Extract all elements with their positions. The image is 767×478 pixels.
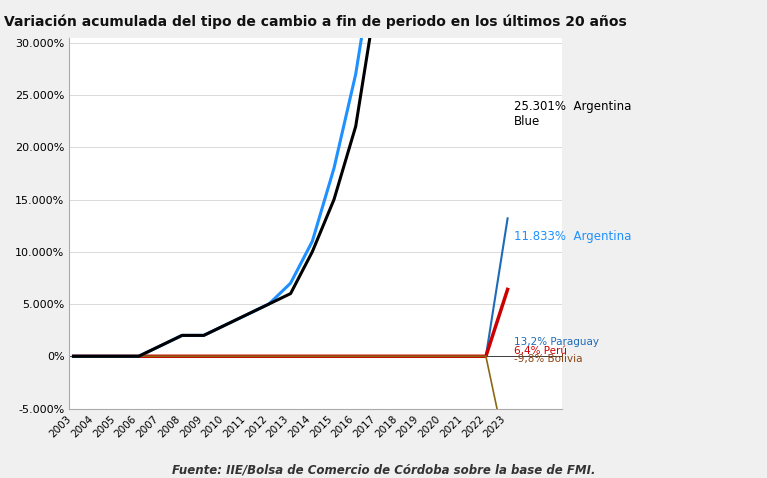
Text: Fuente: IIE/Bolsa de Comercio de Córdoba sobre la base de FMI.: Fuente: IIE/Bolsa de Comercio de Córdoba…	[172, 463, 595, 476]
Text: 11.833%  Argentina: 11.833% Argentina	[514, 229, 631, 243]
Text: 25.301%  Argentina
Blue: 25.301% Argentina Blue	[514, 100, 631, 128]
Text: -9,8% Bolivia: -9,8% Bolivia	[514, 354, 583, 364]
Title: Variación acumulada del tipo de cambio a fin de periodo en los últimos 20 años: Variación acumulada del tipo de cambio a…	[4, 15, 627, 30]
Text: 13,2% Paraguay: 13,2% Paraguay	[514, 337, 599, 347]
Text: 6,4% Perú: 6,4% Perú	[514, 346, 567, 356]
